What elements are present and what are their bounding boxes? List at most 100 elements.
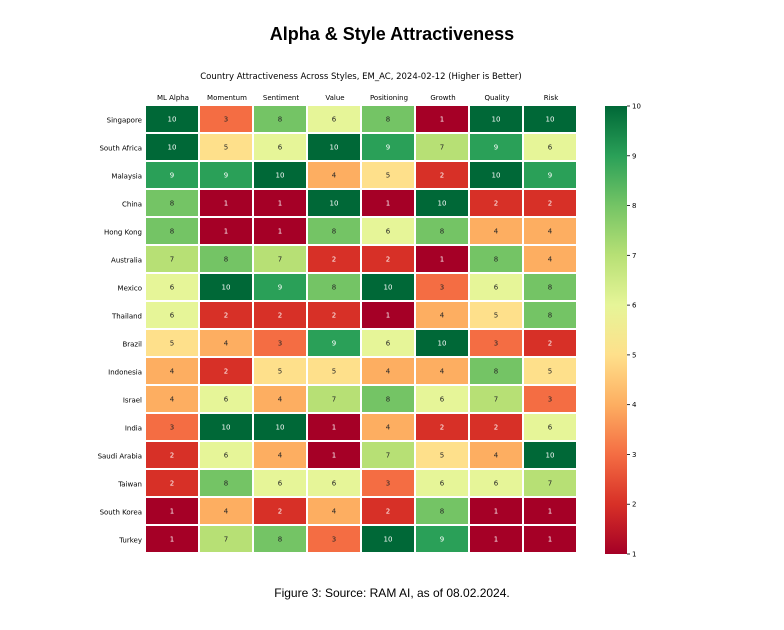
heatmap-cell (200, 134, 252, 160)
cell-value-label: 8 (386, 396, 390, 404)
cell-value-label: 4 (332, 508, 337, 516)
cell-value-label: 6 (494, 284, 499, 292)
heatmap-cell (308, 498, 360, 524)
heatmap-cell (524, 274, 576, 300)
heatmap-cell (524, 498, 576, 524)
row-label-malaysia: Malaysia (111, 173, 142, 181)
cell-value-label: 4 (548, 256, 553, 264)
cell-value-label: 8 (170, 228, 174, 236)
cell-value-label: 2 (170, 480, 174, 488)
cell-value-label: 3 (494, 340, 498, 348)
cell-value-label: 10 (438, 340, 447, 348)
heatmap-cell (524, 470, 576, 496)
cell-value-label: 1 (224, 200, 228, 208)
cell-value-label: 10 (276, 172, 285, 180)
heatmap-cell (146, 274, 198, 300)
heatmap-cell (254, 274, 306, 300)
cell-value-label: 9 (548, 172, 552, 180)
heatmap-cell (146, 106, 198, 132)
colorbar-tick-label: 3 (632, 451, 636, 459)
heatmap-cell (308, 246, 360, 272)
cell-value-label: 4 (440, 368, 445, 376)
heatmap-cell (308, 358, 360, 384)
cell-value-label: 4 (170, 368, 175, 376)
heatmap-cell (362, 442, 414, 468)
heatmap-cell (146, 162, 198, 188)
cell-value-label: 6 (548, 144, 553, 152)
cell-value-label: 5 (224, 144, 228, 152)
heatmap-cell (470, 358, 522, 384)
heatmap-cell (362, 134, 414, 160)
heatmap-cell (146, 526, 198, 552)
cell-value-label: 10 (222, 284, 231, 292)
row-label-china: China (122, 201, 142, 209)
cell-value-label: 5 (440, 452, 444, 460)
figure-caption: Figure 3: Source: RAM AI, as of 08.02.20… (274, 586, 510, 600)
cell-value-label: 4 (386, 424, 391, 432)
cell-value-label: 8 (278, 116, 282, 124)
heatmap-cell (470, 274, 522, 300)
heatmap-cell (200, 330, 252, 356)
row-label-mexico: Mexico (118, 285, 142, 293)
heatmap-cell (254, 246, 306, 272)
cell-value-label: 6 (386, 228, 391, 236)
cell-value-label: 2 (386, 508, 390, 516)
colorbar-tick-label: 9 (632, 152, 636, 160)
cell-value-label: 10 (330, 144, 339, 152)
cell-value-label: 8 (548, 312, 552, 320)
heatmap-cell (470, 498, 522, 524)
cell-value-label: 6 (332, 116, 337, 124)
cell-value-label: 2 (278, 312, 282, 320)
cell-value-label: 10 (222, 424, 231, 432)
heatmap-cell (146, 246, 198, 272)
heatmap-cell (524, 526, 576, 552)
cell-value-label: 4 (278, 452, 283, 460)
cell-value-label: 1 (494, 536, 498, 544)
heatmap-cell (524, 134, 576, 160)
heatmap-cell (470, 302, 522, 328)
row-label-brazil: Brazil (122, 341, 142, 349)
cell-value-label: 1 (440, 256, 444, 264)
heatmap-cell (200, 162, 252, 188)
cell-value-label: 5 (332, 368, 336, 376)
cell-value-label: 5 (278, 368, 282, 376)
heatmap-cell (524, 302, 576, 328)
heatmap-cell (308, 414, 360, 440)
heatmap-cell (416, 442, 468, 468)
heatmap-cell (308, 218, 360, 244)
heatmap-cell (308, 162, 360, 188)
cell-value-label: 10 (438, 200, 447, 208)
col-label-risk: Risk (544, 94, 559, 102)
cell-value-label: 3 (548, 396, 552, 404)
cell-value-label: 8 (440, 508, 444, 516)
cell-value-label: 2 (386, 256, 390, 264)
cell-value-label: 9 (440, 536, 444, 544)
cell-value-label: 2 (278, 508, 282, 516)
heatmap-cell (524, 106, 576, 132)
cell-value-label: 5 (494, 312, 498, 320)
cell-value-label: 1 (170, 508, 174, 516)
row-label-saudi-arabia: Saudi Arabia (98, 453, 142, 461)
colorbar-tick-label: 5 (632, 351, 636, 359)
heatmap-cell (200, 442, 252, 468)
cell-value-label: 10 (276, 424, 285, 432)
heatmap-cell (254, 218, 306, 244)
heatmap-cell (254, 386, 306, 412)
cell-value-label: 9 (332, 340, 336, 348)
heatmap-cell (470, 106, 522, 132)
cell-value-label: 9 (494, 144, 498, 152)
row-label-taiwan: Taiwan (117, 481, 142, 489)
heatmap-cell (416, 106, 468, 132)
heatmap-cell (416, 386, 468, 412)
heatmap-cell (308, 134, 360, 160)
cell-value-label: 5 (386, 172, 390, 180)
cell-value-label: 6 (386, 340, 391, 348)
heatmap-cell (362, 386, 414, 412)
cell-value-label: 1 (548, 508, 552, 516)
colorbar-tick-label: 4 (632, 401, 637, 409)
cell-value-label: 4 (440, 312, 445, 320)
row-label-south-korea: South Korea (100, 509, 142, 517)
heatmap-cell (362, 498, 414, 524)
heatmap-cell (416, 470, 468, 496)
cell-value-label: 4 (224, 340, 229, 348)
